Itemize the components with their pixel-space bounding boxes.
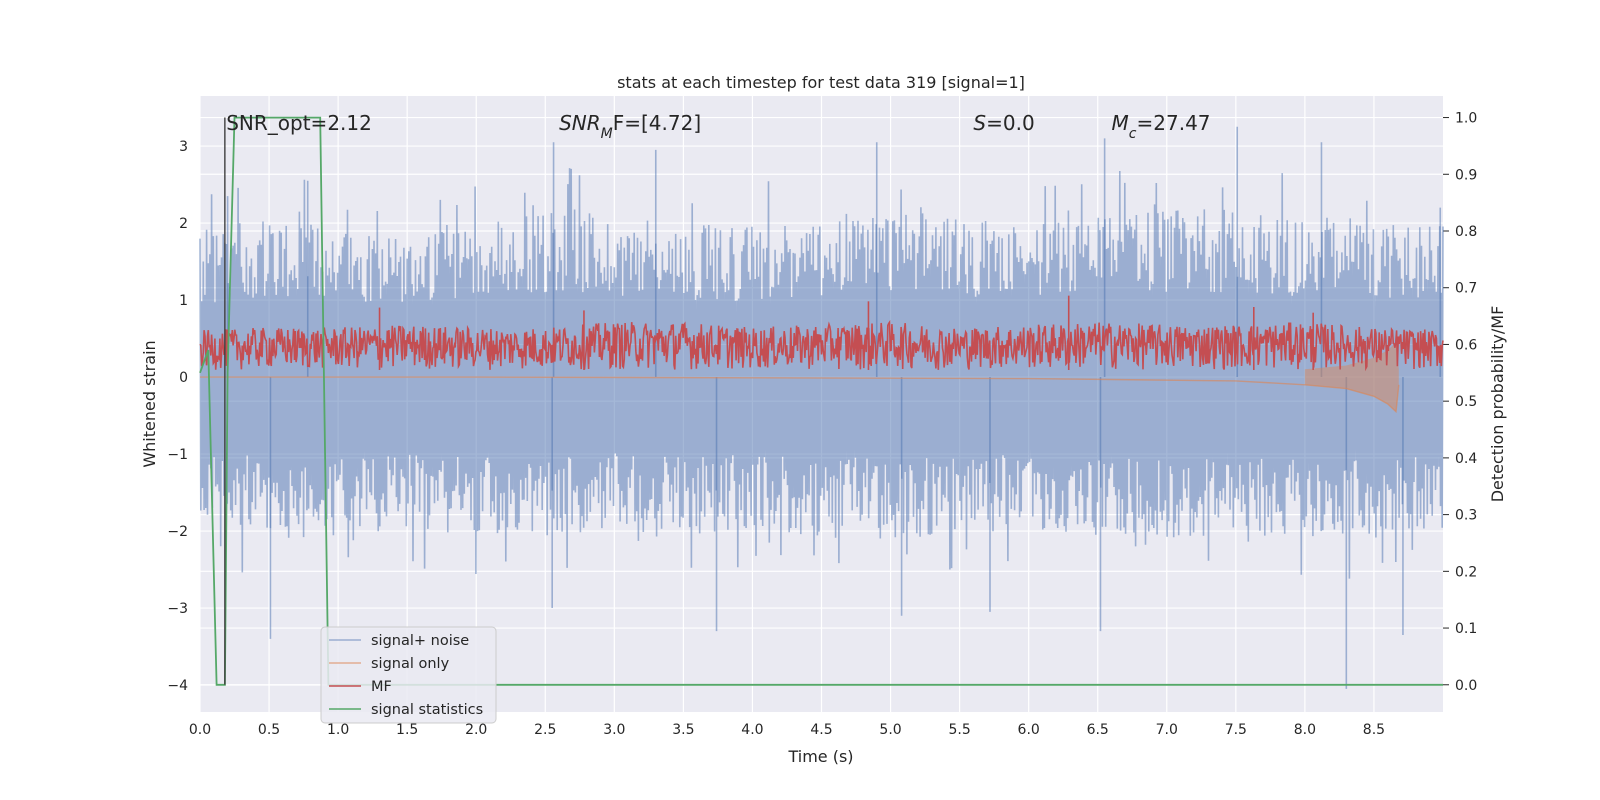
y-right-tick-label: 0.4 [1455,451,1477,467]
y-right-tick-label: 1.0 [1455,111,1477,127]
annotations: SNR_opt=2.12 SNRMF=[4.72] S=0.0 Mc=27.47 [226,111,1210,142]
y-right-tick-label: 0.5 [1455,394,1477,410]
y-right-tick-label: 0.1 [1455,621,1477,637]
legend-label-signal-only: signal only [371,656,450,672]
x-tick-label: 8.0 [1294,722,1316,738]
series-layer [199,116,1444,689]
y-tick-label: −3 [167,601,188,617]
x-axis-ticks: 0.0 0.5 1.0 1.5 2.0 2.5 3.0 3.5 4.0 4.5 5.0 5.5 6.0 6… [189,722,1385,738]
y-right-tick-label: 0.0 [1455,678,1477,694]
signal-only-chirp [1304,342,1399,412]
y-tick-label: −4 [167,678,188,694]
annotation-0: SNR_opt=2.12 [226,111,372,135]
annotation-3: Mc=27.47 [1112,111,1211,142]
x-tick-label: 3.5 [672,722,694,738]
series-mf [199,319,1444,372]
y-right-tick-label: 0.9 [1455,167,1477,183]
x-tick-label: 5.5 [948,722,970,738]
legend-item-signal-only: signal only [329,656,450,672]
y-axis-label: Whitened strain [140,340,159,467]
legend-label-signal-noise: signal+ noise [371,633,469,649]
y-tick-label: −2 [167,524,188,540]
annotation-2: S=0.0 [973,111,1034,135]
legend-item-signal-noise: signal+ noise [329,633,469,649]
y-right-tick-label: 0.8 [1455,224,1477,240]
x-tick-label: 3.0 [603,722,625,738]
legend-item-mf: MF [329,679,392,695]
x-tick-label: 0.5 [258,722,280,738]
x-tick-label: 8.5 [1363,722,1385,738]
y-tick-label: 2 [179,216,188,232]
series-signal-noise [199,168,1444,579]
x-tick-label: 4.5 [810,722,832,738]
x-tick-label: 6.5 [1087,722,1109,738]
x-tick-label: 2.0 [465,722,487,738]
annotation-1: SNRMF=[4.72] [559,111,701,142]
legend: signal+ noise signal only MF signal stat… [320,626,497,724]
y-tick-label: 1 [179,293,188,309]
x-tick-label: 5.0 [879,722,901,738]
legend-item-signal-statistics: signal statistics [329,702,483,718]
x-tick-label: 7.0 [1156,722,1178,738]
x-tick-label: 7.5 [1225,722,1247,738]
legend-label-mf: MF [371,679,392,695]
x-tick-label: 6.0 [1018,722,1040,738]
legend-box [320,626,497,724]
x-tick-label: 4.0 [741,722,763,738]
x-tick-label: 1.0 [327,722,349,738]
series-signal-statistics [199,116,1443,686]
x-tick-label: 2.5 [534,722,556,738]
x-axis-label: Time (s) [787,747,853,766]
y-tick-label: 0 [179,370,188,386]
y-axis-ticks: 3 2 1 0 −1 −2 −3 −4 [167,139,188,694]
y-tick-label: 3 [179,139,188,155]
y-right-tick-label: 0.6 [1455,337,1477,353]
y-right-tick-label: 0.2 [1455,564,1477,580]
x-tick-label: 1.5 [396,722,418,738]
series-signal-only [200,376,1400,414]
y-right-axis-ticks: 1.0 0.9 0.8 0.7 0.6 0.5 0.4 0.3 0.2 0.1 0.0 [1443,111,1477,694]
y-right-tick-label: 0.7 [1455,281,1477,297]
y-right-axis-label: Detection probability/MF [1488,306,1507,503]
legend-label-signal-statistics: signal statistics [371,702,483,718]
chart-title: stats at each timestep for test data 319… [617,73,1025,92]
x-tick-label: 0.0 [189,722,211,738]
y-right-tick-label: 0.3 [1455,508,1477,524]
y-tick-label: −1 [167,447,188,463]
